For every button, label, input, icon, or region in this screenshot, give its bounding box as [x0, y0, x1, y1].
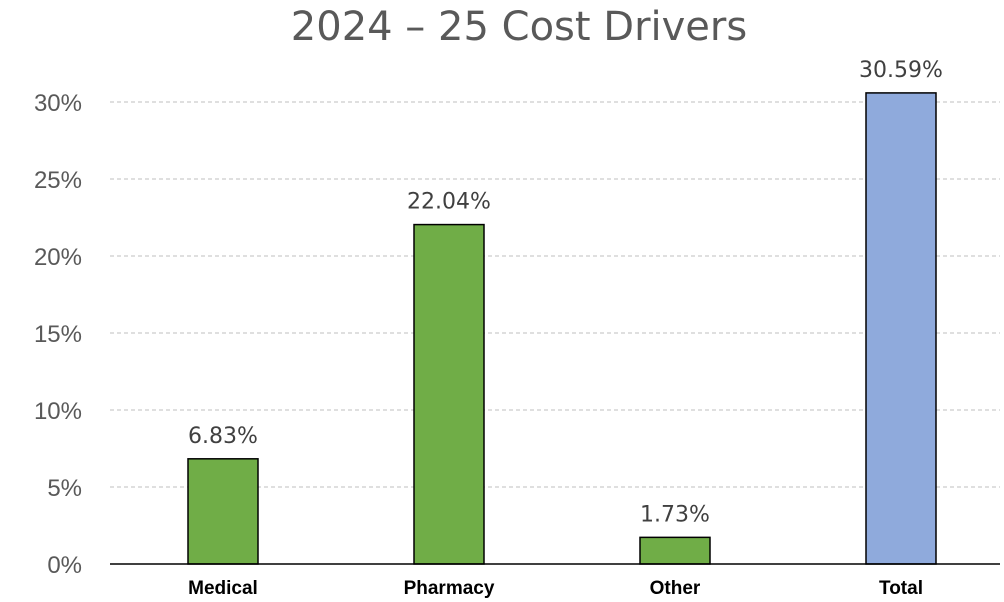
- x-tick-label: Other: [650, 578, 701, 599]
- bar-other: [639, 536, 711, 565]
- data-labels: 6.83% 22.04% 1.73% 30.59%: [188, 58, 943, 527]
- bar-total: [865, 92, 937, 565]
- y-tick-label: 15%: [34, 321, 82, 348]
- data-label-pharmacy: 22.04%: [407, 190, 491, 215]
- y-tick-label: 30%: [34, 90, 82, 117]
- y-tick-label: 0%: [47, 552, 82, 579]
- data-label-other: 1.73%: [640, 502, 710, 527]
- gridlines: [110, 101, 1000, 488]
- data-label-medical: 6.83%: [188, 424, 258, 449]
- y-tick-label: 10%: [34, 398, 82, 425]
- x-tick-label: Total: [879, 578, 923, 599]
- y-axis-ticks: 0% 5% 10% 15% 20% 25% 30%: [34, 90, 82, 579]
- x-axis-ticks: Medical Pharmacy Other Total: [188, 578, 923, 599]
- x-tick-label: Pharmacy: [404, 578, 495, 599]
- bars: [187, 92, 937, 565]
- y-tick-label: 25%: [34, 167, 82, 194]
- chart-title: 2024 – 25 Cost Drivers: [291, 4, 747, 50]
- bar-medical: [187, 458, 259, 565]
- y-tick-label: 5%: [47, 475, 82, 502]
- x-tick-label: Medical: [188, 578, 258, 599]
- data-label-total: 30.59%: [859, 58, 943, 83]
- y-tick-label: 20%: [34, 244, 82, 271]
- bar-pharmacy: [413, 223, 485, 565]
